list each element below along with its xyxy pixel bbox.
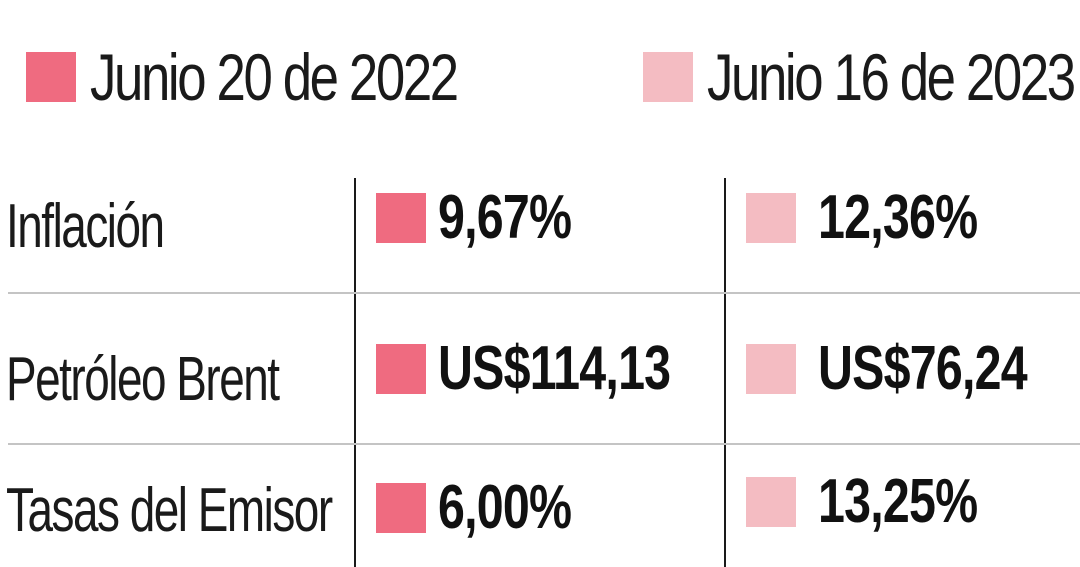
column-divider-2022 xyxy=(354,178,356,567)
marker-2022 xyxy=(376,193,426,243)
cell-inflacion-2023: 12,36% xyxy=(746,183,1022,253)
row-divider-1 xyxy=(8,292,1080,294)
value-petroleo-2022: US$114,13 xyxy=(438,334,671,403)
value-inflacion-2022: 9,67% xyxy=(438,183,572,252)
legend-swatch-2023 xyxy=(643,52,693,102)
cell-tasas-2023: 13,25% xyxy=(746,467,1022,537)
legend-label-2023: Junio 16 de 2023 xyxy=(707,40,1076,114)
cell-petroleo-2022: US$114,13 xyxy=(376,334,736,404)
column-divider-2023 xyxy=(724,178,726,567)
row-divider-2 xyxy=(8,443,1080,445)
marker-2023 xyxy=(746,344,796,394)
legend-swatch-2022 xyxy=(26,52,76,102)
cell-tasas-2022: 6,00% xyxy=(376,473,609,543)
marker-2023 xyxy=(746,477,796,527)
marker-2023 xyxy=(746,193,796,243)
legend-item-2023: Junio 16 de 2023 xyxy=(643,42,1080,112)
value-tasas-2022: 6,00% xyxy=(438,473,572,542)
cell-inflacion-2022: 9,67% xyxy=(376,183,609,253)
legend-label-2022: Junio 20 de 2022 xyxy=(90,40,459,114)
marker-2022 xyxy=(376,483,426,533)
value-petroleo-2023: US$76,24 xyxy=(818,334,1028,403)
row-label-tasas-del-emisor: Tasas del Emisor xyxy=(6,476,333,545)
value-tasas-2023: 13,25% xyxy=(818,467,978,536)
row-label-inflacion: Inflación xyxy=(6,192,165,261)
cell-petroleo-2023: US$76,24 xyxy=(746,334,1080,404)
row-label-petroleo-brent: Petróleo Brent xyxy=(6,345,280,414)
value-inflacion-2023: 12,36% xyxy=(818,183,978,252)
marker-2022 xyxy=(376,344,426,394)
legend-item-2022: Junio 20 de 2022 xyxy=(26,42,548,112)
